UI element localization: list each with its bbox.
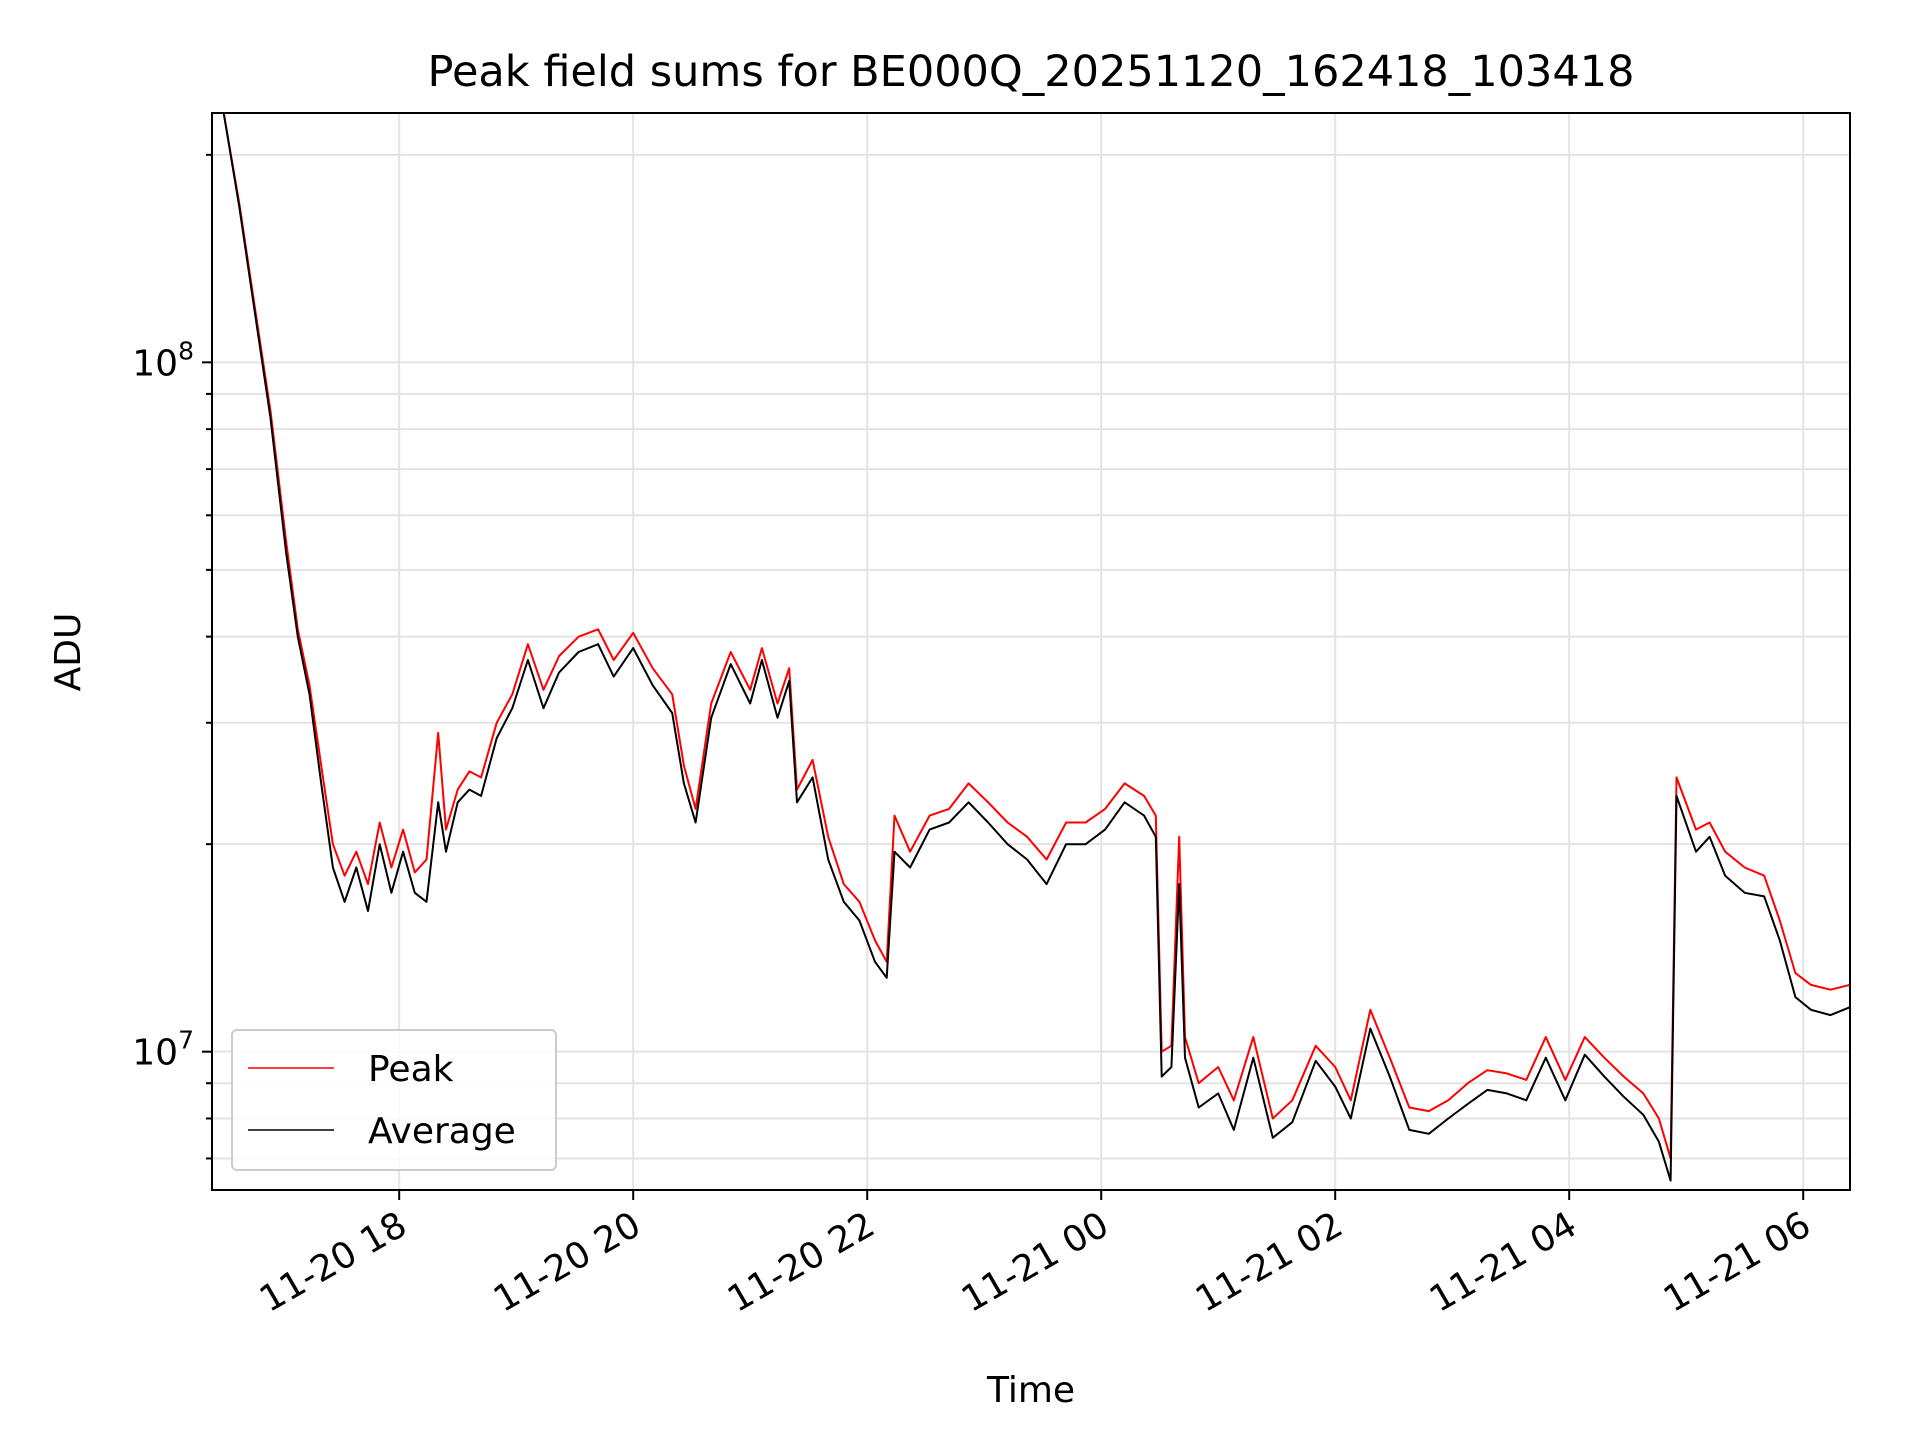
- legend-box: [231, 1029, 557, 1171]
- legend: Peak Average: [231, 1029, 557, 1171]
- legend-label-average: Average: [368, 1111, 516, 1152]
- chart-title: Peak field sums for BE000Q_20251120_1624…: [428, 47, 1635, 97]
- y-tick-label: 108: [132, 336, 194, 384]
- y-tick-label-exponent: 7: [178, 1026, 194, 1055]
- plot-frame: [211, 112, 1851, 1191]
- series-layer: [222, 113, 1850, 1182]
- y-tick-label-base: 10: [132, 343, 178, 384]
- y-tick-label-exponent: 8: [178, 336, 194, 365]
- legend-label-peak: Peak: [368, 1049, 454, 1090]
- y-tick-label-base: 10: [132, 1033, 178, 1074]
- y-axis-title: ADU: [48, 613, 89, 692]
- x-axis-title: Time: [986, 1370, 1075, 1411]
- grid-layer: [212, 113, 1850, 1190]
- series-line-average: [222, 113, 1850, 1182]
- y-tick-label: 107: [132, 1026, 194, 1074]
